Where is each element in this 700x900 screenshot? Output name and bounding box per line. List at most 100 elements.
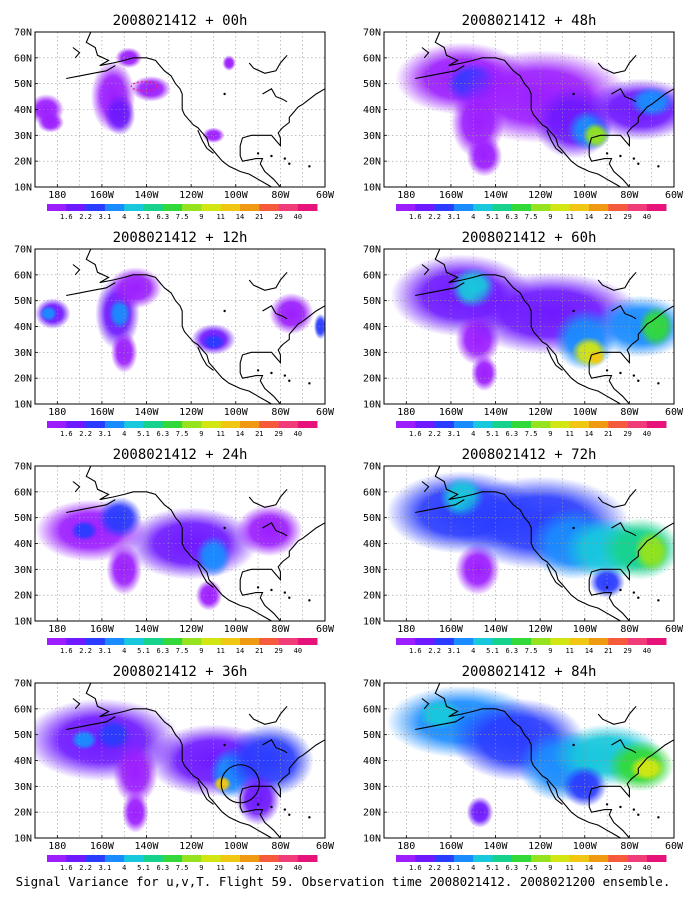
colorbar-swatch: [608, 855, 628, 862]
colorbar-label: 29: [623, 864, 631, 872]
y-tick-label: 10N: [363, 617, 381, 628]
y-tick-label: 60N: [14, 704, 32, 715]
variance-blob: [70, 520, 98, 541]
y-tick-label: 20N: [14, 374, 32, 385]
colorbar-swatch: [66, 421, 86, 428]
colorbar-swatch: [240, 204, 260, 211]
colorbar-swatch: [473, 638, 493, 645]
colorbar-swatch: [569, 421, 590, 428]
y-tick-label: 20N: [14, 157, 32, 168]
y-tick-label: 20N: [363, 591, 381, 602]
colorbar-swatch: [453, 855, 474, 862]
y-tick-label: 50N: [363, 513, 381, 524]
colorbar-label: 2.2: [79, 213, 92, 221]
y-tick-label: 10N: [14, 183, 32, 194]
variance-blob: [222, 55, 236, 71]
colorbar-label: 6.3: [156, 213, 169, 221]
colorbar-label: 3.1: [99, 430, 112, 438]
colorbar: 1.6 2.2 3.1 4 5.1 6.3 7.5 9 11 14 21 29 40: [47, 204, 318, 221]
colorbar-swatch: [415, 855, 435, 862]
x-tick-label: 60W: [665, 190, 684, 201]
colorbar-swatch: [182, 855, 202, 862]
forecast-panel-84h: 2008021412 + 84h 180 160W 140W 120W 100W 80W 60…: [363, 664, 684, 872]
colorbar-label: 1.6: [60, 864, 73, 872]
x-tick-label: 180: [397, 841, 415, 852]
colorbar-label: 4: [471, 430, 475, 438]
colorbar-label: 4: [122, 213, 126, 221]
colorbar-swatch: [259, 855, 279, 862]
colorbar-swatch: [240, 421, 260, 428]
colorbar-swatch: [182, 204, 202, 211]
coastlines: [66, 466, 325, 621]
colorbar-swatch: [434, 421, 455, 428]
colorbar-label: 40: [643, 213, 651, 221]
colorbar-swatch: [608, 638, 628, 645]
x-tick-label: 80W: [620, 190, 639, 201]
colorbar-swatch: [220, 204, 241, 211]
colorbar-swatch: [473, 855, 493, 862]
colorbar-swatch: [124, 204, 144, 211]
colorbar-label: 11: [565, 430, 573, 438]
colorbar-label: 11: [565, 213, 573, 221]
y-tick-label: 70N: [14, 679, 32, 690]
colorbar-swatch: [627, 638, 648, 645]
colorbar-label: 6.3: [505, 864, 518, 872]
y-tick-label: 30N: [363, 348, 381, 359]
colorbar-swatch: [627, 204, 648, 211]
colorbar-swatch: [143, 855, 164, 862]
panel-title: 2008021412 + 12h: [113, 230, 248, 246]
colorbar-label: 40: [294, 213, 302, 221]
colorbar-label: 2.2: [428, 647, 441, 655]
colorbar-label: 14: [585, 864, 593, 872]
y-tick-label: 20N: [363, 374, 381, 385]
panel-title: 2008021412 + 72h: [462, 447, 597, 463]
x-tick-label: 120W: [179, 624, 204, 635]
colorbar-swatch: [608, 204, 628, 211]
colorbar-swatch: [278, 855, 299, 862]
y-tick-label: 40N: [363, 322, 381, 333]
colorbar-swatch: [278, 421, 299, 428]
colorbar-swatch: [608, 421, 628, 428]
colorbar-swatch: [220, 855, 241, 862]
x-tick-label: 60W: [316, 407, 335, 418]
colorbar-label: 14: [236, 864, 244, 872]
colorbar-label: 9: [548, 430, 552, 438]
colorbar-label: 11: [565, 864, 573, 872]
map-grid: [35, 32, 325, 187]
x-tick-label: 80W: [271, 407, 290, 418]
colorbar-label: 4: [122, 647, 126, 655]
colorbar-label: 1.6: [409, 213, 422, 221]
forecast-panel-36h: 2008021412 + 36h 180 160W 140W 120W 100W 80W 60…: [14, 664, 335, 872]
map-grid: [35, 466, 325, 621]
y-tick-label: 50N: [363, 296, 381, 307]
x-tick-label: 160W: [90, 407, 115, 418]
variance-field: [390, 254, 674, 392]
x-tick-label: 160W: [439, 841, 464, 852]
flight-track-marker: [130, 81, 158, 92]
x-tick-label: 180: [48, 841, 66, 852]
colorbar-label: 21: [604, 864, 612, 872]
colorbar-swatch: [201, 204, 221, 211]
colorbar-swatch: [297, 204, 318, 211]
y-tick-label: 60N: [14, 53, 32, 64]
forecast-panel-72h: 2008021412 + 72h 180 160W 140W 120W 100W 80W 60…: [363, 447, 684, 655]
x-tick-label: 180: [397, 190, 415, 201]
colorbar-swatch: [434, 855, 455, 862]
panel-title: 2008021412 + 60h: [462, 230, 597, 246]
colorbar-swatch: [396, 855, 416, 862]
y-tick-label: 60N: [363, 704, 381, 715]
x-tick-label: 80W: [620, 624, 639, 635]
y-tick-label: 20N: [14, 591, 32, 602]
colorbar-swatch: [646, 421, 667, 428]
colorbar-swatch: [453, 638, 474, 645]
variance-blob: [587, 349, 605, 366]
colorbar-swatch: [531, 421, 551, 428]
colorbar: 1.6 2.2 3.1 4 5.1 6.3 7.5 9 11 14 21 29 40: [396, 204, 667, 221]
x-tick-label: 160W: [439, 407, 464, 418]
colorbar-swatch: [434, 204, 455, 211]
y-tick-label: 50N: [14, 513, 32, 524]
colorbar-label: 4: [122, 430, 126, 438]
x-tick-label: 80W: [271, 624, 290, 635]
colorbar-swatch: [66, 855, 86, 862]
y-tick-label: 50N: [14, 730, 32, 741]
